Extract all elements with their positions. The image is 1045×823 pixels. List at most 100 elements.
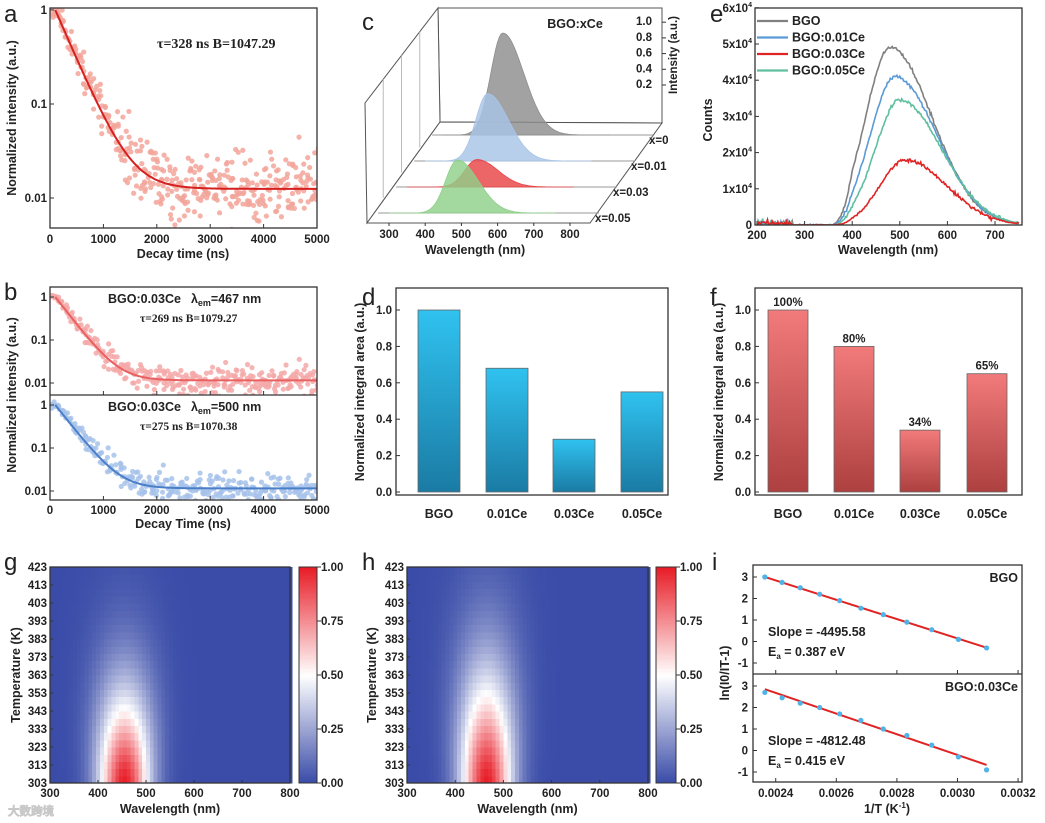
heatmap-cell: [119, 667, 124, 676]
heatmap-cell: [599, 732, 605, 741]
heatmap-cell: [195, 567, 201, 575]
heatmap-cell: [611, 675, 616, 683]
heatmap-cell: [57, 588, 63, 597]
heatmap-cell: [445, 639, 451, 647]
heatmap-cell: [111, 747, 116, 755]
heatmap-cell: [599, 711, 605, 719]
heatmap-cell: [176, 675, 182, 683]
heatmap-cell: [476, 660, 481, 669]
heatmap-cell: [126, 653, 132, 662]
heatmap-cell: [407, 696, 412, 705]
x-tick-label: 0.03Ce: [900, 507, 940, 521]
heatmap-cell: [615, 639, 620, 647]
data-point: [111, 125, 117, 131]
data-point: [221, 172, 227, 178]
heatmap-cell: [561, 732, 566, 741]
heatmap-cell: [584, 595, 589, 604]
heatmap-cell: [572, 689, 578, 698]
heatmap-cell: [192, 624, 197, 633]
heatmap-cell: [53, 761, 59, 770]
heatmap-cell: [642, 653, 647, 662]
heatmap-cell: [272, 754, 278, 762]
heatmap-cell: [588, 595, 593, 604]
data-point: [251, 192, 257, 198]
data-point: [68, 28, 75, 35]
heatmap-cell: [453, 725, 458, 734]
heatmap-cell: [218, 696, 224, 705]
heatmap-cell: [511, 624, 516, 633]
heatmap-cell: [468, 775, 474, 784]
heatmap-cell: [484, 631, 489, 640]
heatmap-cell: [176, 624, 182, 633]
heatmap-cell: [487, 639, 493, 647]
heatmap-cell: [172, 660, 178, 669]
heatmap-cell: [146, 567, 151, 575]
heatmap-cell: [257, 624, 262, 633]
heatmap-cell: [111, 667, 116, 676]
heatmap-cell: [195, 682, 201, 690]
heatmap-cell: [88, 588, 93, 597]
heatmap-cell: [265, 574, 270, 582]
colorbar-step: [299, 694, 317, 698]
heatmap-cell: [495, 768, 501, 777]
heatmap-cell: [161, 754, 166, 762]
data-point: [137, 137, 144, 143]
heatmap-cell: [619, 747, 624, 755]
heatmap-cell: [180, 675, 185, 683]
heatmap-cell: [153, 610, 159, 618]
heatmap-cell: [122, 660, 128, 669]
heatmap-cell: [280, 667, 285, 676]
heatmap-cell: [414, 617, 420, 626]
heatmap-cell: [134, 718, 139, 726]
heatmap-cell: [607, 595, 612, 604]
heatmap-cell: [238, 646, 243, 654]
heatmap-cell: [107, 653, 113, 662]
heatmap-cell: [460, 696, 466, 705]
heatmap-cell: [161, 725, 166, 734]
data-point: [150, 181, 157, 187]
heatmap-cell: [430, 703, 435, 712]
heatmap-cell: [268, 761, 274, 770]
heatmap-cell: [445, 595, 451, 604]
heatmap-cell: [222, 567, 228, 575]
heatmap-cell: [433, 739, 439, 748]
heatmap-cell: [268, 646, 274, 654]
colorbar-step: [299, 735, 317, 739]
heatmap-cell: [215, 768, 220, 777]
heatmap-cell: [530, 725, 535, 734]
heatmap-cell: [130, 617, 136, 626]
heatmap-cell: [572, 682, 578, 690]
heatmap-cell: [146, 610, 151, 618]
series-line-bgo001ce: [756, 73, 1020, 225]
heatmap-cell: [73, 761, 78, 770]
heatmap-cell: [437, 703, 443, 712]
data-point: [124, 180, 131, 186]
heatmap-cell: [195, 588, 201, 597]
colorbar-step: [299, 614, 317, 618]
heatmap-cell: [119, 696, 124, 705]
heatmap-cell: [157, 703, 162, 712]
heatmap-cell: [138, 675, 143, 683]
heatmap-cell: [265, 761, 270, 770]
heatmap-cell: [76, 696, 82, 705]
heatmap-cell: [580, 732, 585, 741]
heatmap-cell: [69, 595, 74, 604]
heatmap-cell: [84, 718, 89, 726]
heatmap-cell: [626, 675, 632, 683]
heatmap-cell: [622, 603, 628, 611]
heatmap-cell: [561, 631, 566, 640]
heatmap-cell: [261, 725, 266, 734]
heatmap-cell: [99, 711, 105, 719]
heatmap-cell: [142, 660, 147, 669]
heatmap-cell: [580, 761, 585, 770]
heatmap-cell: [599, 617, 605, 626]
heatmap-cell: [595, 682, 601, 690]
heatmap-cell: [495, 718, 501, 726]
heatmap-cell: [626, 739, 632, 748]
heatmap-cell: [568, 646, 574, 654]
heatmap-cell: [50, 703, 55, 712]
heatmap-cell: [410, 653, 416, 662]
heatmap-cell: [414, 725, 420, 734]
heatmap-cell: [630, 747, 636, 755]
heatmap-cell: [96, 639, 101, 647]
